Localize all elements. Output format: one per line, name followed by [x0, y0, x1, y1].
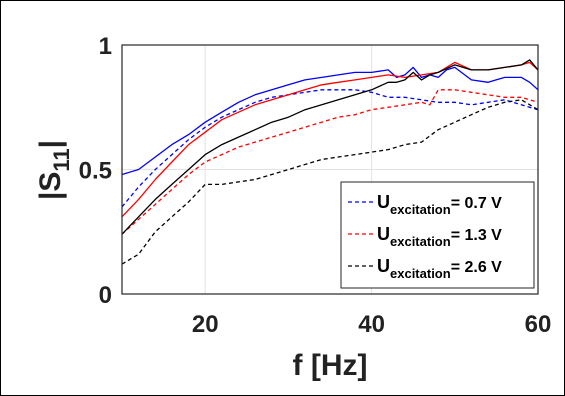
y-axis-label-subscript: 11	[49, 148, 74, 171]
y-tick-label-0: 0	[99, 282, 112, 309]
series-line-6-solid	[122, 59, 538, 235]
x-tick-label-0: 20	[192, 311, 219, 338]
y-axis-label-main: |S	[34, 172, 67, 200]
y-axis-label-close: |	[34, 140, 67, 148]
x-tick-label-2: 60	[525, 311, 552, 338]
legend-label-2: Uexcitation= 1.3 V	[377, 224, 502, 249]
x-tick-labels: 20 40 60	[192, 311, 552, 338]
legend-label-3: Uexcitation= 2.6 V	[377, 256, 502, 281]
legend-label-1: Uexcitation= 0.7 V	[377, 192, 502, 217]
legend: Uexcitation= 0.7 V Uexcitation= 1.3 V Uexc…	[340, 181, 535, 289]
y-tick-label-1: 0.5	[79, 158, 112, 185]
svg-text:|S11|: |S11|	[34, 140, 74, 200]
series-line-1-dashed	[122, 89, 538, 208]
series-line-4-solid	[122, 66, 538, 176]
x-tick-label-1: 40	[358, 311, 385, 338]
y-tick-label-2: 1	[99, 33, 112, 60]
plot-border	[121, 44, 539, 295]
series-layer	[122, 59, 538, 265]
y-axis-label: |S11|	[34, 140, 74, 200]
x-axis-label: f [Hz]	[293, 349, 368, 382]
y-tick-labels: 00.51	[79, 33, 112, 309]
legend-box	[340, 181, 535, 289]
